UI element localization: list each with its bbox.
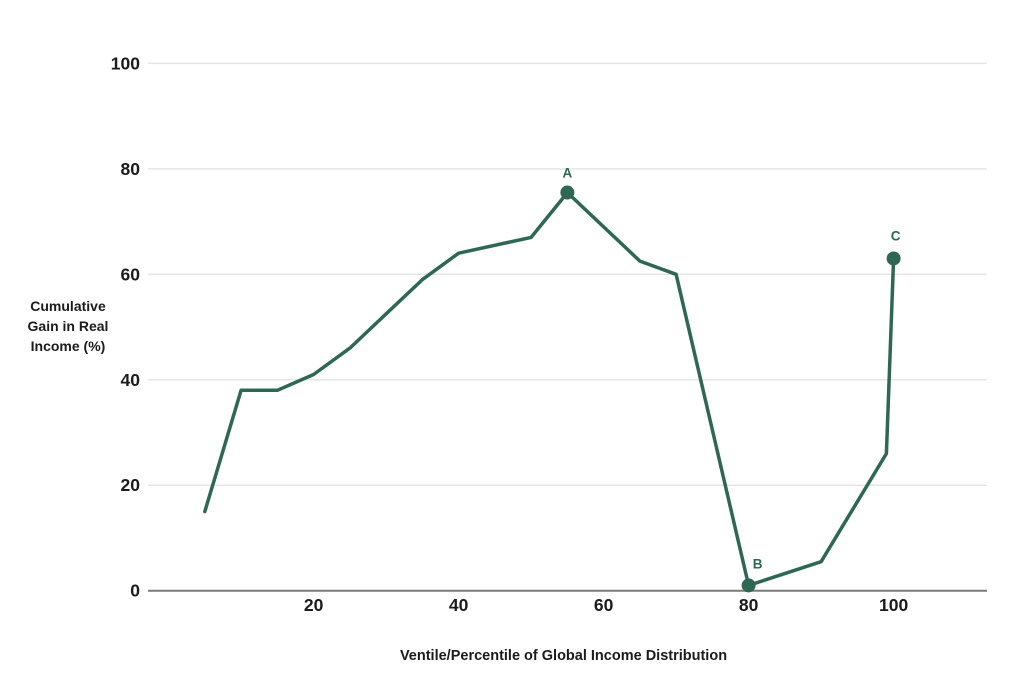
point-label-c: C	[891, 228, 901, 243]
x-tick-label-100: 100	[879, 595, 908, 615]
x-tick-label-40: 40	[449, 595, 469, 615]
point-label-b: B	[753, 556, 763, 571]
x-axis-title: Ventile/Percentile of Global Income Dist…	[399, 648, 728, 664]
y-axis-title-line-2: Gain in Real	[27, 318, 109, 334]
point-marker-a	[560, 185, 575, 200]
y-tick-label-80: 80	[121, 159, 141, 179]
y-axis-title-line-1: Cumulative	[30, 298, 106, 314]
x-tick-label-20: 20	[304, 595, 324, 615]
y-tick-label-20: 20	[121, 475, 141, 495]
income-gain-line	[203, 190, 896, 588]
point-marker-b	[741, 578, 756, 593]
y-tick-label-60: 60	[121, 264, 141, 284]
y-tick-label-40: 40	[121, 370, 141, 390]
x-tick-label-60: 60	[594, 595, 614, 615]
x-tick-label-80: 80	[739, 595, 759, 615]
y-axis-title: Cumulative Gain in Real Income (%)	[22, 296, 114, 356]
y-axis-title-line-3: Income (%)	[30, 338, 106, 354]
y-tick-label-0: 0	[130, 581, 140, 601]
point-label-a: A	[562, 166, 572, 181]
y-tick-label-100: 100	[111, 53, 140, 73]
point-marker-c	[886, 251, 901, 266]
